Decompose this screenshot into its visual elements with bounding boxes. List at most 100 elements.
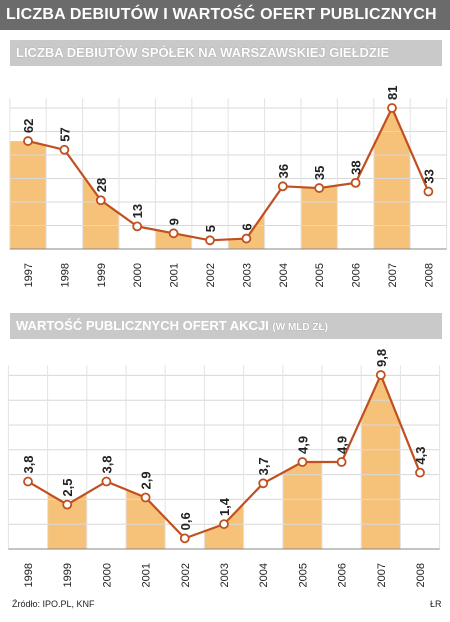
data-point [23,136,33,146]
data-point [423,186,434,197]
area-band [82,175,119,249]
x-tick-label: 2000 [132,263,144,287]
area-band [337,145,374,249]
data-point [241,233,252,244]
value-label: 3,8 [99,455,114,473]
data-point [415,467,425,478]
value-label: 81 [385,86,400,100]
value-label: 35 [312,166,327,180]
data-point [205,235,215,246]
value-label: 0,6 [178,512,193,530]
data-point [277,181,288,192]
value-label: 4,3 [413,447,428,465]
chart2-title: WARTOŚĆ PUBLICZNYCH OFERT AKCJI [16,318,269,333]
data-point [297,457,308,467]
x-tick-label: 2006 [337,563,349,587]
x-tick-label: 1999 [62,563,74,587]
x-tick-label: 2005 [314,263,326,287]
chart1-header: LICZBA DEBIUTÓW SPÓŁEK NA WARSZAWSKIEJ G… [10,40,442,66]
x-tick-label: 1999 [96,263,108,287]
x-tick-label: 1997 [23,263,35,287]
area-band [8,481,48,549]
x-tick-label: 2008 [423,263,435,287]
area-band [47,493,87,549]
x-tick-label: 2007 [387,263,399,287]
value-label: 4,9 [335,436,350,454]
data-point [168,228,179,239]
area-band [322,418,362,549]
data-point [314,183,325,193]
series-line [27,106,430,242]
data-point [23,476,33,487]
header-bar: LICZBA DEBIUTÓW I WARTOŚĆ OFERT PUBLICZN… [0,0,450,30]
x-tick-label: 2006 [351,263,363,287]
value-label: 28 [94,178,109,192]
source-note: Źródło: IPO.PL, KNF [12,599,95,609]
value-label: 36 [276,164,291,178]
x-tick-label: 2001 [141,563,153,587]
value-label: 38 [349,160,364,174]
area-band [282,462,322,549]
value-label: 13 [130,204,145,218]
value-label: 2,9 [139,471,154,489]
data-point [219,519,229,530]
value-label: 4,9 [295,436,310,454]
data-point [62,499,73,510]
x-tick-label: 2007 [376,563,388,587]
area-band [361,375,401,549]
value-label: 9 [167,218,182,225]
x-tick-label: 2005 [297,563,309,587]
data-point [132,221,143,232]
area-band [46,145,83,249]
data-point [59,144,70,155]
area-band [400,423,440,549]
data-point [387,103,397,113]
offer-value-chart: 3,8 1998 2,5 1999 3,8 2000 2,9 2001 0,6 2002 1,4 20… [7,349,441,587]
area-band [155,229,192,249]
x-tick-label: 2008 [415,563,427,587]
x-tick-label: 2003 [241,263,253,287]
credit-note: ŁR [430,599,442,609]
value-label: 62 [21,119,36,133]
area-band [86,481,126,549]
data-point [95,195,106,206]
data-point [336,457,347,467]
value-label: 9,8 [374,349,389,367]
value-label: 6 [239,223,254,230]
data-point [258,478,269,489]
value-label: 1,4 [217,497,232,516]
x-tick-label: 2001 [169,263,181,287]
chart2-title-wrap: WARTOŚĆ PUBLICZNYCH OFERT AKCJI (W MLD Z… [16,318,328,333]
x-tick-label: 1998 [59,263,71,287]
chart1-title: LICZBA DEBIUTÓW SPÓŁEK NA WARSZAWSKIEJ G… [16,45,390,60]
area-band [126,489,166,549]
value-label: 3,7 [256,457,271,475]
x-tick-label: 2004 [278,263,290,287]
chart2-header: WARTOŚĆ PUBLICZNYCH OFERT AKCJI (W MLD Z… [10,313,442,339]
main-title: LICZBA DEBIUTÓW I WARTOŚĆ OFERT PUBLICZN… [6,6,437,23]
data-point [179,533,190,544]
x-tick-label: 2002 [205,263,217,287]
x-tick-label: 2000 [101,563,113,587]
x-tick-label: 2002 [180,563,192,587]
area-band [264,186,301,249]
value-label: 2,5 [60,479,75,497]
data-point [375,370,386,380]
area-band [410,149,447,249]
value-label: 3,8 [21,455,36,473]
area-band [165,517,205,549]
data-point [101,476,112,487]
x-tick-label: 2004 [258,563,270,587]
area-band [243,472,283,549]
x-tick-label: 2003 [219,563,231,587]
x-tick-label: 1998 [23,563,35,587]
chart2-unit: (W MLD ZŁ) [272,322,328,333]
data-point [140,492,151,503]
area-band [301,185,338,249]
debuts-chart: 62 1997 57 1998 28 1999 13 2000 9 2001 5 2002 6 2003 3… [9,86,448,287]
value-label: 57 [57,127,72,141]
data-point [350,177,361,188]
value-label: 5 [203,225,218,232]
area-band [9,141,47,249]
value-label: 33 [421,169,436,183]
